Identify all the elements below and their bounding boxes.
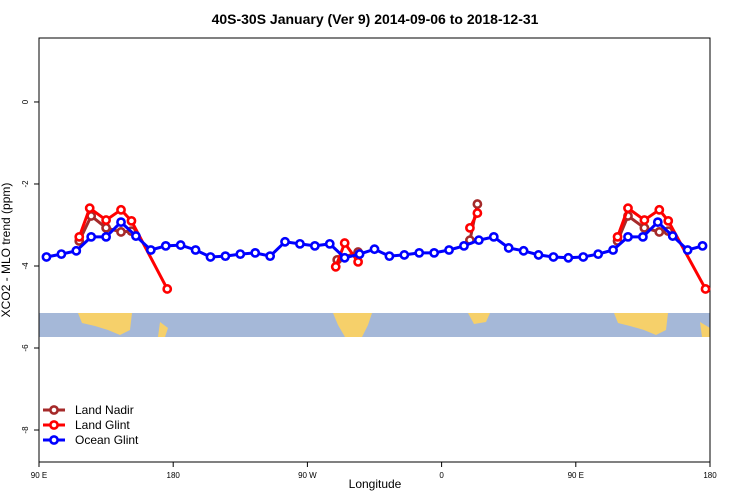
point <box>459 240 469 251</box>
point <box>250 247 261 258</box>
x-tick-label: 0 <box>439 471 444 480</box>
point <box>472 199 483 209</box>
x-tick-label: 90 E <box>568 471 584 480</box>
legend-label: Ocean Glint <box>75 433 139 447</box>
point <box>533 250 544 260</box>
point <box>639 222 650 233</box>
point <box>369 244 380 255</box>
plot-frame <box>38 37 711 463</box>
point <box>160 240 171 251</box>
point <box>71 245 82 256</box>
point <box>488 231 499 242</box>
point <box>639 215 650 225</box>
map-strip <box>39 313 710 337</box>
y-tick-label: -6 <box>21 344 30 352</box>
point <box>593 249 604 260</box>
point <box>295 238 305 249</box>
point <box>503 243 514 253</box>
x-axis-label: Longitude <box>349 477 402 491</box>
y-tick-label: -2 <box>21 180 30 188</box>
point <box>473 235 484 246</box>
point <box>280 236 290 247</box>
point <box>265 251 276 262</box>
point <box>652 217 663 228</box>
point <box>654 227 665 237</box>
point <box>56 249 67 260</box>
y-tick-label: -4 <box>21 262 30 270</box>
legend-marker <box>49 405 59 415</box>
point <box>608 245 618 255</box>
point <box>399 250 410 260</box>
point <box>101 231 111 242</box>
x-tick-label: 180 <box>167 471 181 480</box>
point <box>101 222 111 233</box>
point <box>330 261 341 272</box>
point <box>612 231 623 242</box>
point <box>623 203 633 214</box>
point <box>563 252 574 263</box>
x-tick-label: 90 W <box>298 471 317 480</box>
point <box>86 231 97 242</box>
point <box>700 284 711 294</box>
point <box>205 252 216 262</box>
point <box>339 238 350 248</box>
point <box>667 231 678 241</box>
y-axis-label: XCO2 - MLO trend (ppm) <box>0 183 13 318</box>
point <box>638 231 648 242</box>
point <box>339 252 350 263</box>
point <box>623 231 633 242</box>
point <box>465 222 475 233</box>
y-tick-label: 0 <box>21 99 30 104</box>
chart-title: 40S-30S January (Ver 9) 2014-09-06 to 20… <box>212 11 539 27</box>
point <box>414 247 425 258</box>
point <box>697 240 708 251</box>
point <box>578 252 589 262</box>
point <box>116 204 126 215</box>
point <box>682 245 693 255</box>
point <box>384 251 395 262</box>
point <box>175 240 186 250</box>
point <box>162 284 173 294</box>
point <box>309 240 320 251</box>
x-tick-label: 90 E <box>31 471 47 480</box>
point <box>41 252 52 262</box>
point <box>235 249 246 260</box>
point <box>220 251 231 262</box>
y-tick-label: -8 <box>21 426 30 434</box>
point <box>353 256 363 267</box>
point <box>324 238 335 249</box>
point <box>472 208 483 218</box>
legend-marker <box>49 420 59 430</box>
point <box>74 231 85 242</box>
point <box>429 247 440 258</box>
point <box>444 245 454 255</box>
point <box>131 231 141 241</box>
point <box>654 204 665 215</box>
x-tick-label: 180 <box>703 471 717 480</box>
point <box>190 245 201 255</box>
point <box>354 249 365 260</box>
point <box>116 227 126 237</box>
legend-label: Land Glint <box>75 418 130 432</box>
point <box>663 215 674 226</box>
legend-marker <box>49 435 59 445</box>
point <box>116 217 126 228</box>
point <box>126 215 137 226</box>
legend-label: Land Nadir <box>75 403 134 417</box>
point <box>84 203 95 214</box>
point <box>548 252 559 262</box>
point <box>101 215 111 225</box>
point <box>145 245 156 255</box>
point <box>518 245 529 256</box>
